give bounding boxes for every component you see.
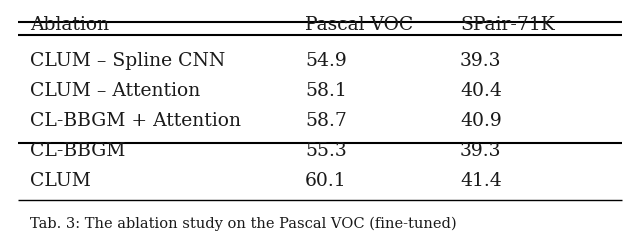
Text: Pascal VOC: Pascal VOC — [305, 16, 413, 34]
Text: CLUM: CLUM — [30, 172, 91, 190]
Text: 60.1: 60.1 — [305, 172, 347, 190]
Text: 55.3: 55.3 — [305, 142, 347, 160]
Text: Ablation: Ablation — [30, 16, 109, 34]
Text: CL-BBGM: CL-BBGM — [30, 142, 125, 160]
Text: 41.4: 41.4 — [460, 172, 502, 190]
Text: 58.7: 58.7 — [305, 112, 347, 130]
Text: CL-BBGM + Attention: CL-BBGM + Attention — [30, 112, 241, 130]
Text: 40.9: 40.9 — [460, 112, 502, 130]
Text: 39.3: 39.3 — [460, 52, 502, 70]
Text: CLUM – Spline CNN: CLUM – Spline CNN — [30, 52, 225, 70]
Text: 40.4: 40.4 — [460, 82, 502, 100]
Text: 58.1: 58.1 — [305, 82, 347, 100]
Text: 39.3: 39.3 — [460, 142, 502, 160]
Text: CLUM – Attention: CLUM – Attention — [30, 82, 200, 100]
Text: SPair-71K: SPair-71K — [460, 16, 555, 34]
Text: 54.9: 54.9 — [305, 52, 347, 70]
Text: Tab. 3: The ablation study on the Pascal VOC (fine-tuned): Tab. 3: The ablation study on the Pascal… — [30, 217, 456, 231]
